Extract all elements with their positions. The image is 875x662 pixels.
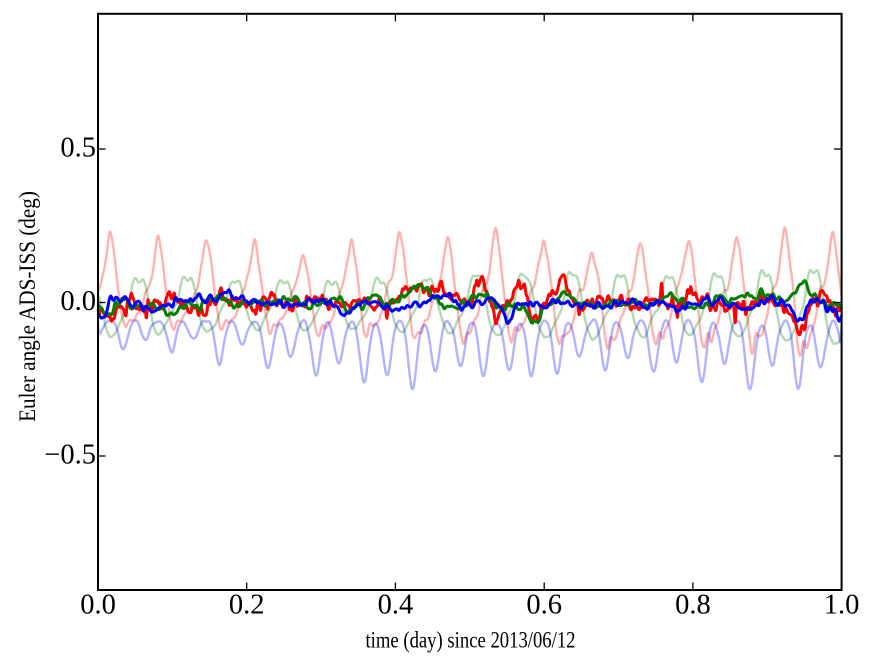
svg-text:−0.5: −0.5 xyxy=(44,440,96,471)
svg-text:0.4: 0.4 xyxy=(378,590,414,621)
svg-text:0.6: 0.6 xyxy=(526,590,562,621)
svg-text:0.5: 0.5 xyxy=(60,133,96,164)
svg-text:0.8: 0.8 xyxy=(675,590,711,621)
svg-text:0.0: 0.0 xyxy=(60,286,96,317)
svg-text:1.0: 1.0 xyxy=(824,590,860,621)
svg-text:Euler angle ADS-ISS (deg): Euler angle ADS-ISS (deg) xyxy=(14,191,40,422)
svg-text:0.0: 0.0 xyxy=(80,590,116,621)
svg-text:time (day) since 2013/06/12: time (day) since 2013/06/12 xyxy=(365,627,575,653)
svg-text:0.2: 0.2 xyxy=(229,590,265,621)
